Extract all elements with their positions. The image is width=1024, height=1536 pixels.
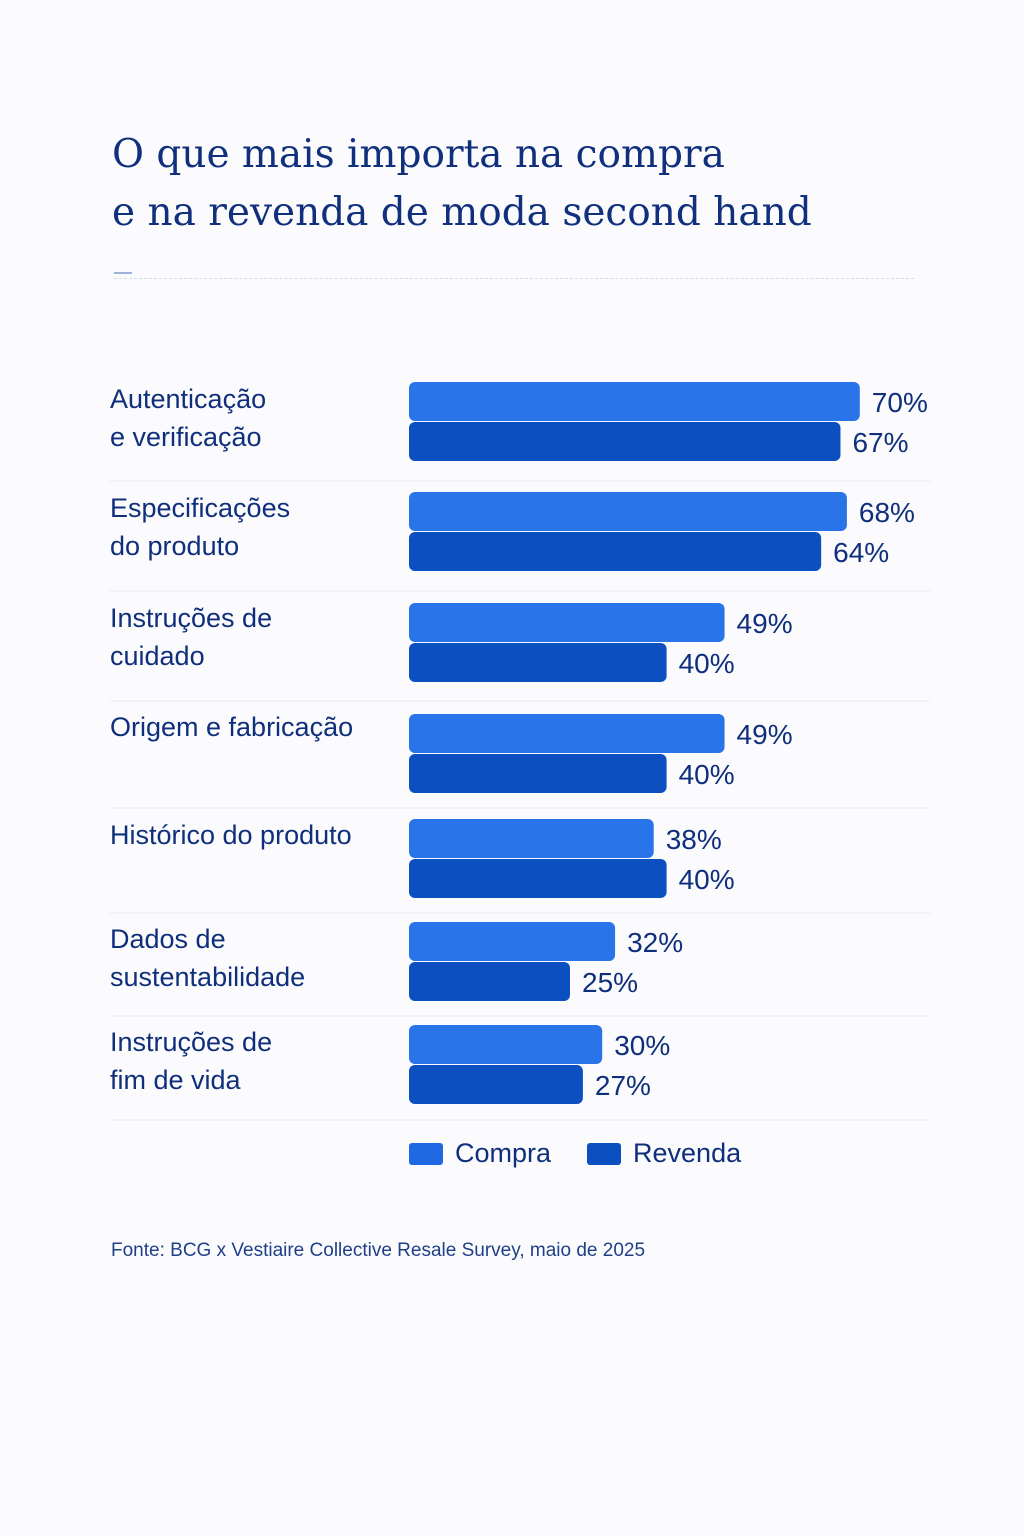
- data-label-revenda-3: 40%: [679, 648, 735, 679]
- title-divider: [114, 278, 914, 279]
- bar-revenda-6: [409, 962, 570, 1001]
- data-label-compra-3: 49%: [737, 608, 793, 639]
- data-label-compra-5: 38%: [666, 824, 722, 855]
- legend-label-compra: Compra: [455, 1138, 552, 1168]
- category-label-3-line-1: Instruções de: [110, 603, 273, 633]
- chart-legend: Compra Revenda: [409, 1138, 777, 1169]
- category-label-4: Origem e fabricação: [110, 708, 410, 746]
- data-label-compra-1: 70%: [872, 387, 928, 418]
- chart-title: O que mais importa na compra e na revend…: [112, 126, 932, 242]
- source-note: Fonte: BCG x Vestiaire Collective Resale…: [111, 1240, 646, 1261]
- legend-item-compra: Compra: [409, 1138, 551, 1169]
- bar-compra-6: [409, 922, 616, 961]
- category-label-3-line-2: cuidado: [110, 641, 205, 671]
- data-label-compra-6: 32%: [627, 927, 683, 958]
- category-label-7-line-1: Instruções de: [110, 1027, 273, 1057]
- data-label-revenda-1: 67%: [852, 427, 908, 458]
- category-label-6: Dados de sustentabilidade: [110, 920, 410, 996]
- data-label-compra-4: 49%: [737, 719, 793, 750]
- data-label-revenda-5: 40%: [679, 864, 735, 895]
- category-label-6-line-1: Dados de: [110, 924, 226, 954]
- bar-compra-1: [409, 382, 860, 421]
- title-rule-mark: [114, 272, 132, 274]
- bar-compra-5: [409, 819, 654, 858]
- bar-revenda-1: [409, 422, 841, 461]
- data-label-revenda-6: 25%: [582, 967, 638, 998]
- legend-swatch-compra: [409, 1142, 443, 1165]
- data-label-compra-7: 30%: [614, 1030, 670, 1061]
- chart-title-line-2: e na revenda de moda second hand: [112, 190, 812, 235]
- category-label-4-line-1: Origem e fabricação: [110, 712, 354, 742]
- data-label-revenda-7: 27%: [595, 1070, 651, 1101]
- bar-revenda-3: [409, 643, 667, 682]
- category-label-2: Especificações do produto: [110, 489, 410, 565]
- category-label-1-line-1: Autenticação: [110, 384, 267, 414]
- bar-compra-4: [409, 714, 725, 753]
- category-label-5-line-1: Histórico do produto: [110, 820, 352, 850]
- category-label-3: Instruções de cuidado: [110, 599, 410, 675]
- category-label-7: Instruções de fim de vida: [110, 1023, 410, 1099]
- category-label-2-line-2: do produto: [110, 531, 240, 561]
- bar-revenda-7: [409, 1065, 583, 1104]
- data-label-compra-2: 68%: [859, 497, 915, 528]
- category-label-1-line-2: e verificação: [110, 422, 262, 452]
- legend-label-revenda: Revenda: [633, 1138, 742, 1168]
- category-label-2-line-1: Especificações: [110, 493, 291, 523]
- legend-item-revenda: Revenda: [587, 1138, 741, 1169]
- legend-swatch-revenda: [587, 1142, 622, 1165]
- data-label-revenda-2: 64%: [833, 537, 889, 568]
- data-label-revenda-4: 40%: [679, 759, 735, 790]
- category-label-1: Autenticação e verificação: [110, 380, 410, 456]
- bar-compra-3: [409, 603, 725, 642]
- category-label-6-line-2: sustentabilidade: [110, 962, 306, 992]
- chart-title-line-1: O que mais importa na compra: [112, 132, 725, 177]
- bar-revenda-2: [409, 532, 822, 571]
- bar-revenda-5: [409, 859, 667, 898]
- bar-compra-2: [409, 492, 847, 531]
- category-label-7-line-2: fim de vida: [110, 1065, 241, 1095]
- category-label-5: Histórico do produto: [110, 816, 410, 854]
- bar-compra-7: [409, 1025, 603, 1064]
- bar-revenda-4: [409, 754, 667, 793]
